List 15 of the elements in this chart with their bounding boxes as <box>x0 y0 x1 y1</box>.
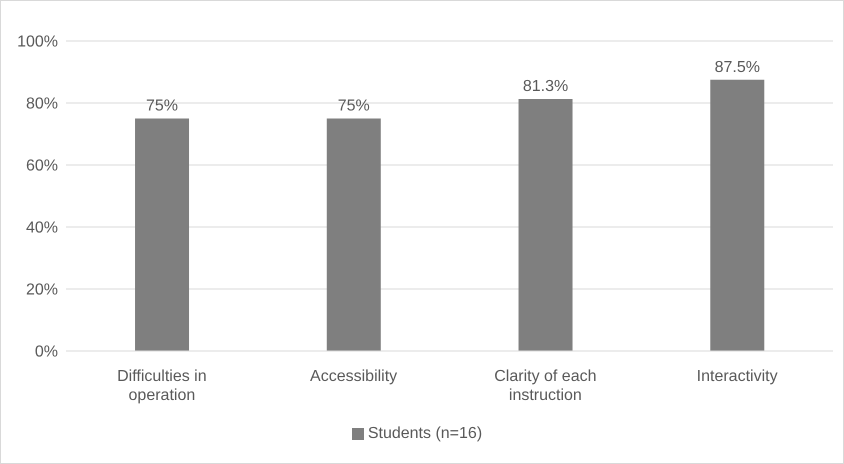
data-label: 87.5% <box>714 58 760 76</box>
y-tick-label: 20% <box>26 282 58 299</box>
y-tick-label: 40% <box>26 220 58 237</box>
y-tick-label: 100% <box>17 34 58 51</box>
data-label: 81.3% <box>522 78 568 95</box>
x-tick-label: Interactivity <box>696 368 778 385</box>
y-tick-label: 60% <box>26 158 58 175</box>
data-label: 75% <box>338 98 370 114</box>
data-label: 75% <box>146 98 178 114</box>
x-tick-label: Difficulties in operation <box>117 368 207 404</box>
y-tick-label: 80% <box>26 96 58 113</box>
legend-label: Students (n=16) <box>368 425 482 442</box>
x-tick-label: Accessibility <box>310 368 398 385</box>
x-tick-label: Clarity of each instruction <box>494 368 597 404</box>
y-tick-label: 0% <box>34 344 58 361</box>
